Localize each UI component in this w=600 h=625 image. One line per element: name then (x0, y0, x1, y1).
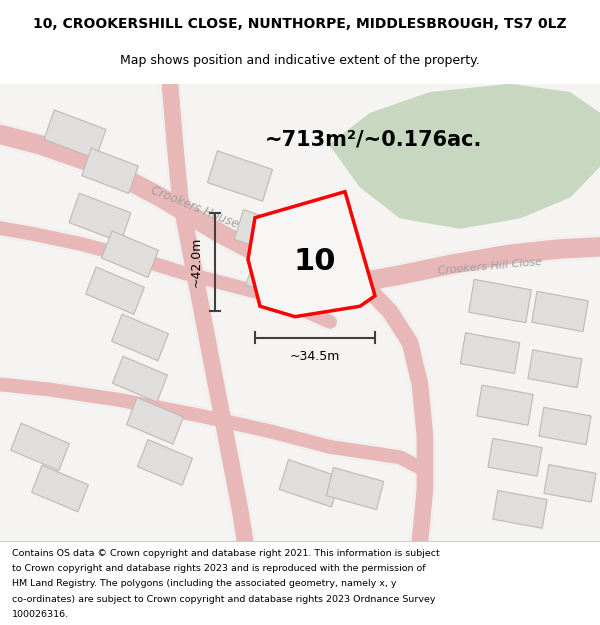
Text: 10: 10 (294, 247, 336, 276)
Polygon shape (248, 192, 375, 317)
Text: Crookers Hill Close: Crookers Hill Close (437, 257, 542, 276)
Polygon shape (528, 350, 582, 388)
Text: 100026316.: 100026316. (12, 610, 69, 619)
Polygon shape (326, 468, 384, 509)
Text: HM Land Registry. The polygons (including the associated geometry, namely x, y: HM Land Registry. The polygons (includin… (12, 579, 397, 589)
Polygon shape (208, 151, 272, 201)
Polygon shape (113, 356, 167, 402)
Text: ~42.0m: ~42.0m (190, 237, 203, 287)
Polygon shape (544, 464, 596, 502)
Polygon shape (82, 148, 138, 194)
Polygon shape (32, 465, 88, 512)
Polygon shape (539, 408, 591, 445)
Polygon shape (69, 193, 131, 242)
Text: co-ordinates) are subject to Crown copyright and database rights 2023 Ordnance S: co-ordinates) are subject to Crown copyr… (12, 594, 436, 604)
Polygon shape (234, 209, 296, 257)
Text: 10, CROOKERSHILL CLOSE, NUNTHORPE, MIDDLESBROUGH, TS7 0LZ: 10, CROOKERSHILL CLOSE, NUNTHORPE, MIDDL… (33, 17, 567, 31)
Polygon shape (460, 332, 520, 374)
Text: ~713m²/~0.176ac.: ~713m²/~0.176ac. (265, 129, 482, 149)
Polygon shape (137, 439, 193, 486)
Polygon shape (112, 314, 169, 361)
Polygon shape (488, 438, 542, 476)
Polygon shape (44, 110, 106, 159)
Polygon shape (86, 267, 145, 314)
Text: Contains OS data © Crown copyright and database right 2021. This information is : Contains OS data © Crown copyright and d… (12, 549, 440, 558)
Polygon shape (493, 491, 547, 528)
Text: to Crown copyright and database rights 2023 and is reproduced with the permissio: to Crown copyright and database rights 2… (12, 564, 425, 573)
Polygon shape (127, 398, 184, 444)
Polygon shape (330, 84, 600, 228)
Text: ~34.5m: ~34.5m (290, 350, 340, 363)
Text: Crookers House: Crookers House (149, 184, 241, 231)
Polygon shape (469, 279, 532, 322)
Polygon shape (101, 231, 158, 278)
Polygon shape (477, 385, 533, 425)
Polygon shape (279, 459, 341, 507)
Polygon shape (11, 423, 70, 471)
Text: Map shows position and indicative extent of the property.: Map shows position and indicative extent… (120, 54, 480, 68)
Polygon shape (246, 258, 304, 303)
Polygon shape (532, 291, 588, 331)
